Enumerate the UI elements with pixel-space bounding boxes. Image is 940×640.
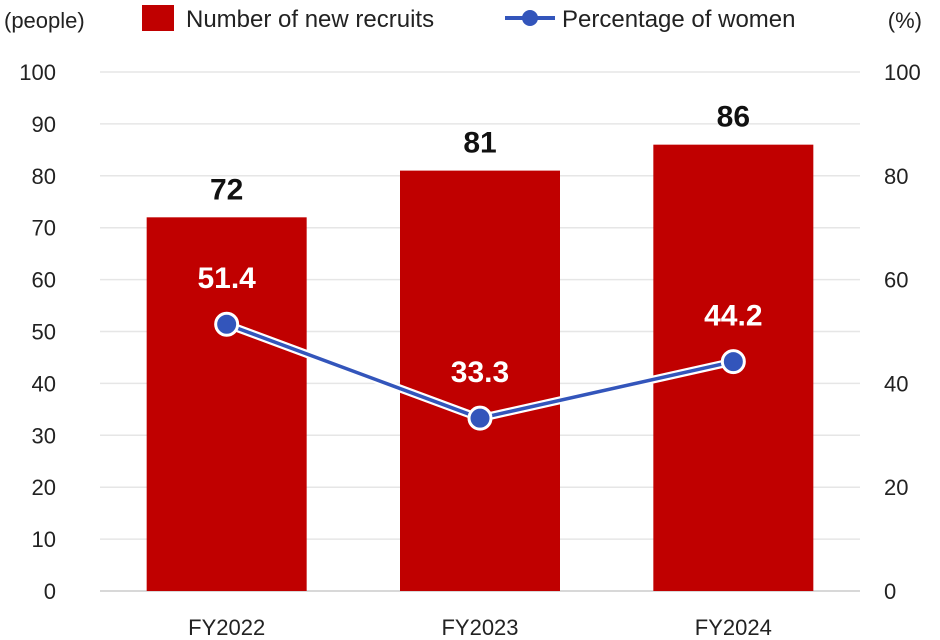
left-tick-label: 10	[32, 527, 56, 552]
bar-value-label: 86	[717, 101, 750, 134]
left-axis-title: (people)	[4, 8, 85, 33]
right-axis-title: (%)	[888, 8, 922, 33]
bar-labels: 72 81 86	[210, 101, 750, 207]
legend-bar-label: Number of new recruits	[186, 6, 434, 33]
point-labels: 51.4 33.3 44.2	[197, 262, 762, 389]
right-tick-label: 40	[884, 371, 908, 396]
right-tick-label: 100	[884, 60, 921, 85]
left-tick-label: 80	[32, 164, 56, 189]
bar-value-label: 72	[210, 173, 243, 206]
x-tick-label: FY2022	[188, 615, 265, 640]
line-point	[467, 405, 493, 431]
legend-bar-swatch	[142, 5, 174, 31]
bar	[400, 170, 560, 592]
left-tick-label: 70	[32, 216, 56, 241]
x-axis-ticks: FY2022 FY2023 FY2024	[188, 615, 772, 640]
x-tick-label: FY2024	[695, 615, 772, 640]
point-value-label: 44.2	[704, 300, 762, 333]
bars	[146, 144, 814, 592]
point-value-label: 51.4	[197, 262, 256, 295]
right-tick-label: 20	[884, 475, 908, 500]
right-axis-ticks: 0 20 40 60 80 100	[884, 60, 921, 604]
point-value-label: 33.3	[451, 356, 509, 389]
left-tick-label: 30	[32, 423, 56, 448]
legend-line-marker	[522, 10, 538, 26]
left-tick-label: 20	[32, 475, 56, 500]
left-tick-label: 0	[44, 579, 56, 604]
line-point	[214, 311, 240, 337]
right-tick-label: 60	[884, 268, 908, 293]
x-tick-label: FY2023	[441, 615, 518, 640]
bar-value-label: 81	[463, 127, 496, 160]
right-tick-label: 0	[884, 579, 896, 604]
legend: Number of new recruits Percentage of wom…	[142, 5, 795, 33]
bar	[146, 217, 307, 591]
left-tick-label: 60	[32, 268, 56, 293]
left-tick-label: 90	[32, 112, 56, 137]
left-tick-label: 40	[32, 371, 56, 396]
right-tick-label: 80	[884, 164, 908, 189]
legend-line-label: Percentage of women	[562, 6, 795, 33]
left-tick-label: 50	[32, 320, 56, 345]
line-point	[720, 349, 746, 375]
line-series	[214, 311, 746, 431]
left-tick-label: 100	[19, 60, 56, 85]
left-axis-ticks: 0 10 20 30 40 50 60 70 80 90 100	[19, 60, 56, 604]
